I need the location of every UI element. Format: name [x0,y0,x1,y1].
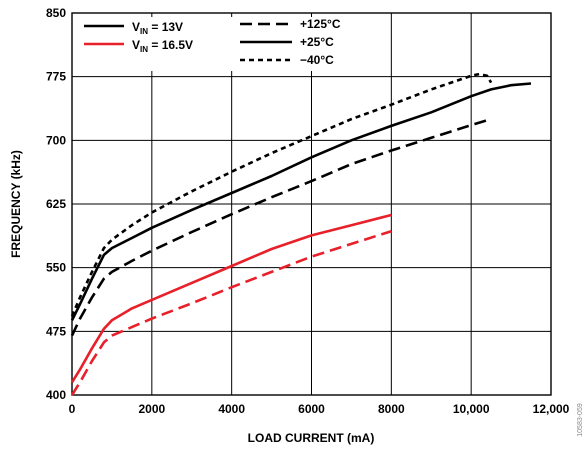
x-tick-label: 4000 [218,402,245,416]
y-tick-label: 400 [46,388,66,402]
y-tick-label: 700 [46,133,66,147]
y-tick-label: 775 [46,70,66,84]
series-line [70,82,532,321]
legend-label-125c: +125°C [300,17,341,31]
legend-label-vin-13v: VIN = 13V [132,20,183,36]
series-line [70,117,492,337]
x-tick-label: 0 [69,402,76,416]
y-tick-label: 550 [46,261,66,275]
x-tick-label: 2000 [138,402,165,416]
y-axis-title: FREQUENCY (kHz) [9,150,23,258]
legend-label-vin-16-5v: VIN = 16.5V [132,38,193,54]
series-layer [70,72,532,396]
x-axis-title: LOAD CURRENT (mA) [248,431,375,445]
y-tick-labels: 400 475 550 625 700 775 850 [46,6,66,402]
x-tick-label: 12,000 [533,402,570,416]
series-line [70,72,493,317]
x-tick-labels: 0 2000 4000 6000 8000 10,000 12,000 [69,402,570,416]
y-tick-label: 475 [46,324,66,338]
x-tick-label: 10,000 [453,402,490,416]
x-tick-label: 8000 [378,402,405,416]
legend-label-25c: +25°C [300,35,334,49]
series-line [70,213,392,383]
side-code: 10583-059 [577,403,584,437]
legend-label-minus40c: −40°C [300,53,334,67]
y-tick-label: 850 [46,6,66,20]
y-tick-label: 625 [46,197,66,211]
grid [72,13,551,395]
legend: VIN = 13V VIN = 16.5V +125°C +25°C −40°C [80,17,341,71]
x-tick-label: 6000 [298,402,325,416]
series-line [70,229,392,396]
